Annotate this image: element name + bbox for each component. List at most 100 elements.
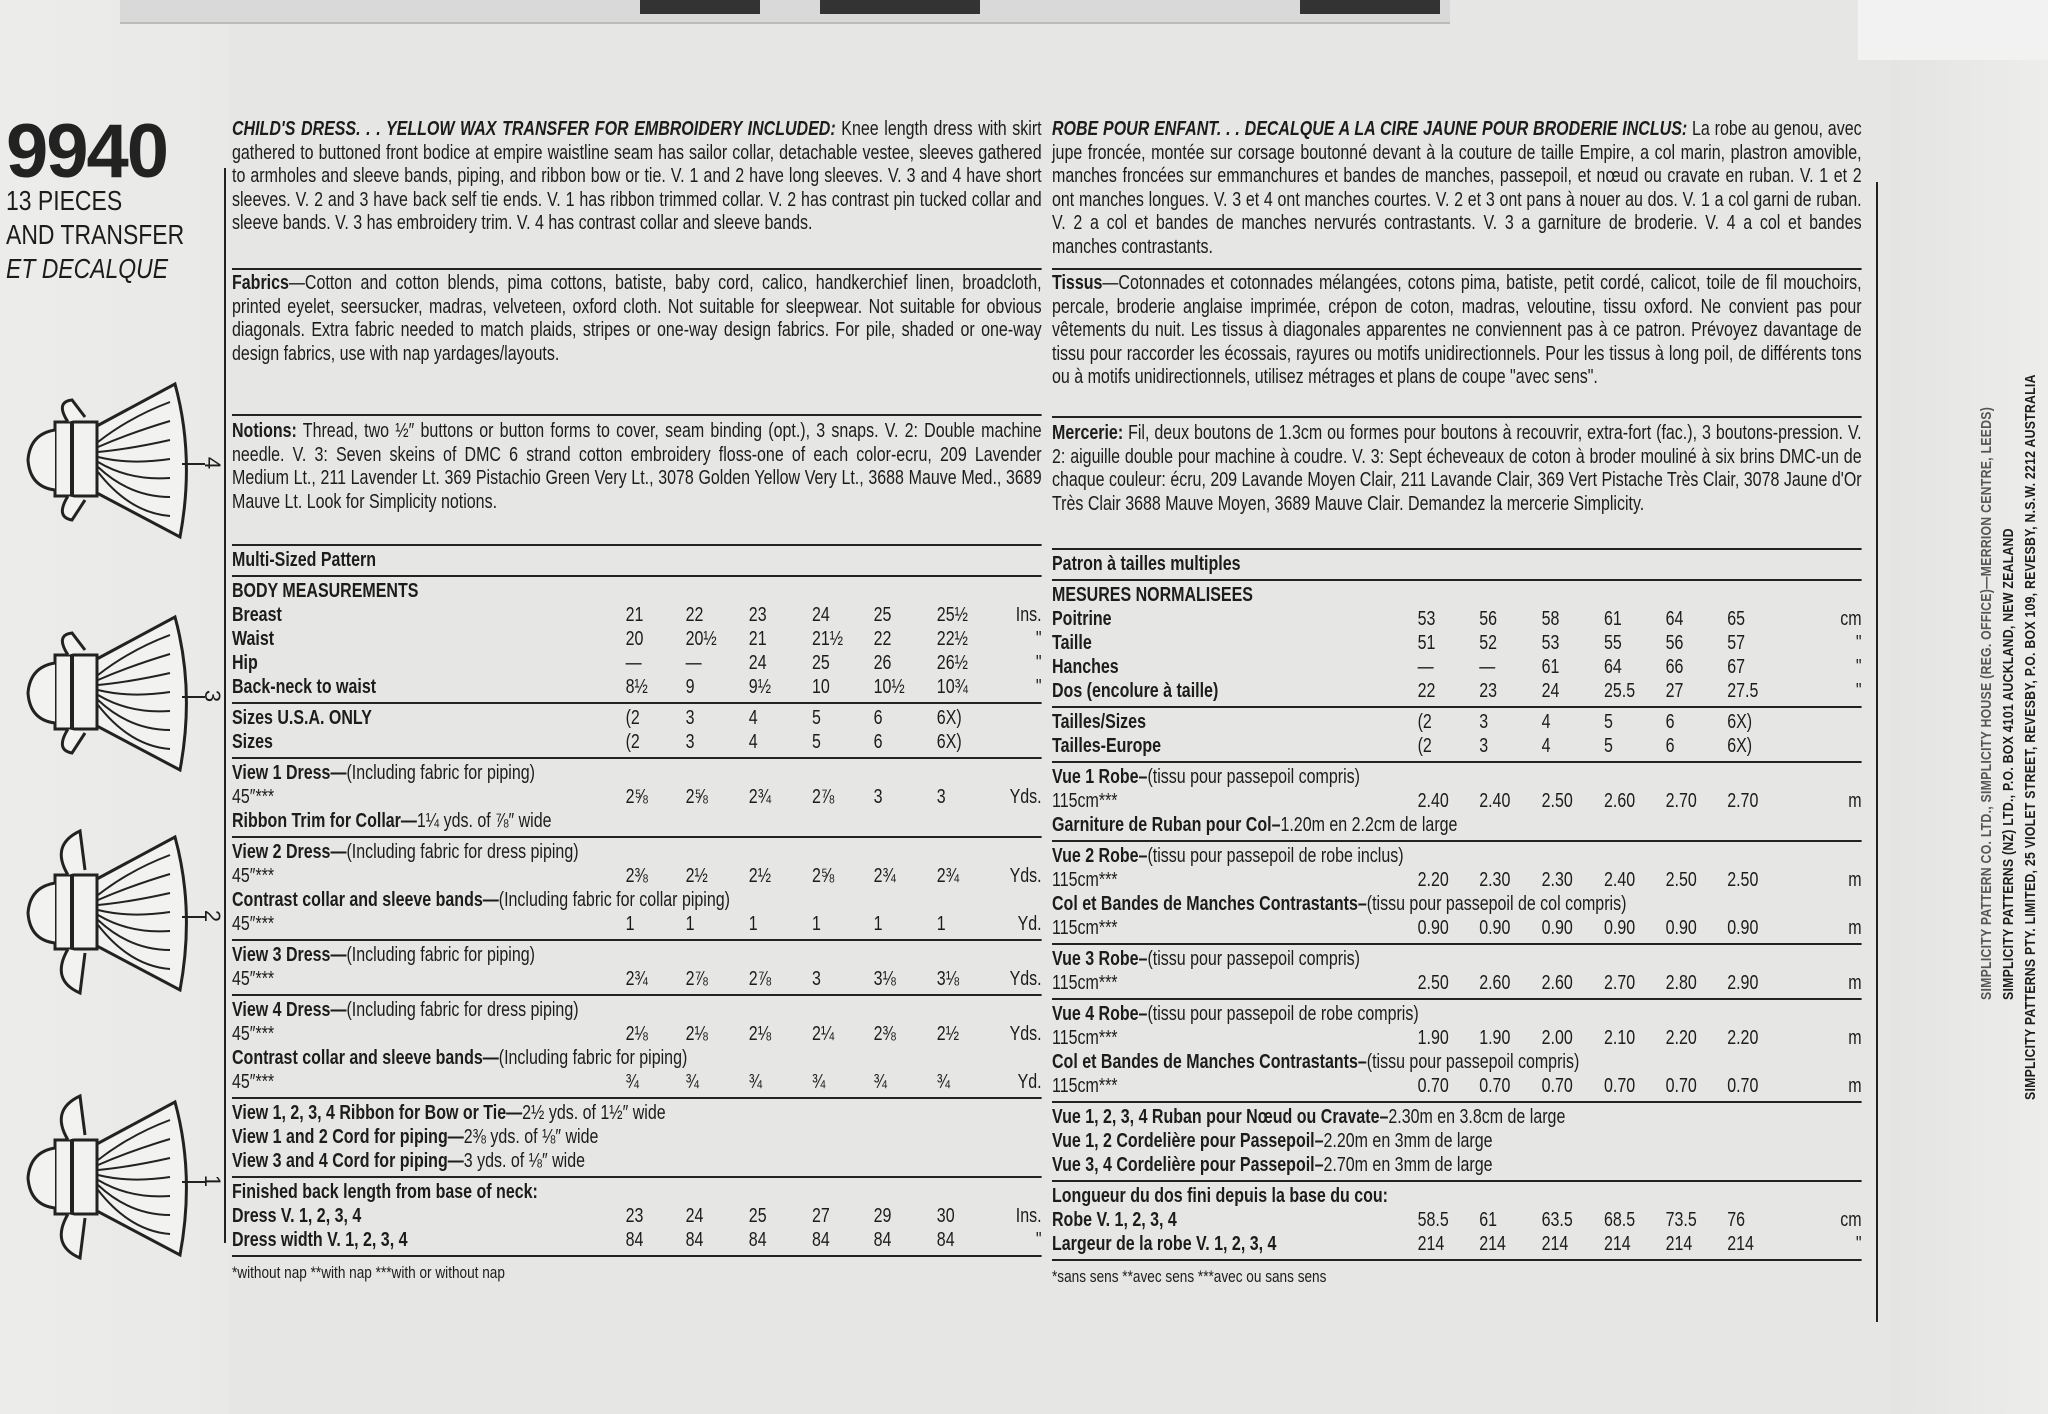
size-value: (2 — [1417, 735, 1432, 757]
size-value: 214 — [1727, 1233, 1754, 1255]
row-note: 115cm*** — [1052, 917, 1118, 939]
size-value: 23 — [748, 604, 767, 626]
table-section: Vue 4 Robe–(tissu pour passepoil de robe… — [1052, 998, 1862, 1101]
size-value: 0.70 — [1604, 1075, 1636, 1097]
table-section: Tailles/Sizes (2 3 4 5 6 6X) Tailles-Europe (2 3 4… — [1052, 706, 1862, 761]
size-value: 2.40 — [1479, 790, 1511, 812]
unit-label: Yd. — [1017, 1071, 1042, 1093]
size-value: 24 — [812, 604, 830, 626]
size-value: 84 — [748, 1229, 767, 1251]
row-label: Vue 1 Robe– — [1052, 766, 1148, 788]
table-row: Vue 4 Robe–(tissu pour passepoil de robe… — [1052, 1002, 1862, 1026]
row-note: 2⅜ yds. of ⅛″ wide — [463, 1126, 599, 1148]
table-row: BODY MEASUREMENTS — [232, 579, 1042, 603]
left-column-rule — [224, 168, 226, 1243]
size-value: 2.50 — [1541, 790, 1573, 812]
row-label: Waist — [232, 628, 275, 650]
row-label: Vue 4 Robe– — [1052, 1003, 1148, 1025]
size-value: 51 — [1417, 632, 1436, 654]
size-value: 2½ — [748, 865, 772, 887]
yardage-table: Multi-Sized Pattern BODY MEASUREMENTS Brea… — [232, 544, 1042, 1285]
view-number: 3 — [200, 689, 226, 703]
table-row: Breast 21 22 23 24 25 25½ Ins. — [232, 603, 1042, 627]
row-label: Vue 3, 4 Cordelière pour Passepoil– — [1052, 1154, 1324, 1176]
row-note: (Including fabric for collar piping) — [498, 889, 730, 911]
table-section: View 3 Dress—(Including fabric for pipin… — [232, 939, 1042, 994]
size-value: 84 — [685, 1229, 704, 1251]
size-value: 2.40 — [1417, 790, 1449, 812]
row-note: 2.70m en 3mm de large — [1323, 1154, 1493, 1176]
size-value: 1 — [625, 913, 635, 935]
size-value: 3 — [1479, 735, 1489, 757]
table-row: Col et Bandes de Manches Contrastants–(t… — [1052, 892, 1862, 916]
size-value: 3⅛ — [936, 968, 960, 990]
table-row: Ribbon Trim for Collar—1¼ yds. of ⅞″ wid… — [232, 809, 1042, 833]
row-label: Taille — [1052, 632, 1092, 654]
size-value: 20½ — [685, 628, 717, 650]
size-value: 2.80 — [1665, 972, 1697, 994]
row-label: View 3 Dress— — [232, 944, 347, 966]
unit-label: " — [1855, 680, 1862, 702]
size-value: 10 — [812, 676, 830, 698]
table-section: BODY MEASUREMENTS Breast 21 22 23 24 25 25½ Ins.… — [232, 575, 1042, 702]
size-value: 2.40 — [1604, 869, 1636, 891]
row-note: 115cm*** — [1052, 1027, 1118, 1049]
size-value: 3 — [812, 968, 821, 990]
size-value: 2⅝ — [625, 786, 648, 808]
size-value: ¾ — [748, 1071, 763, 1093]
row-label: MESURES NORMALISEES — [1052, 584, 1253, 606]
row-label: View 2 Dress— — [232, 841, 347, 863]
size-value: 3 — [685, 731, 695, 753]
table-row: Col et Bandes de Manches Contrastants–(t… — [1052, 1050, 1862, 1074]
size-value: ¾ — [936, 1071, 951, 1093]
size-value: 73.5 — [1665, 1209, 1697, 1231]
fabrics-label: Fabrics — [232, 272, 289, 294]
row-label: Sizes U.S.A. ONLY — [232, 707, 372, 729]
front-illustration-edge — [120, 0, 1450, 24]
size-value: 27.5 — [1727, 680, 1759, 702]
row-note: 45″*** — [232, 1023, 275, 1045]
size-value: 63.5 — [1541, 1209, 1573, 1231]
nap-footnote: *sans sens **avec sens ***avec ou sans s… — [1052, 1259, 1862, 1289]
row-label: BODY MEASUREMENTS — [232, 580, 419, 602]
unit-label: m — [1848, 1027, 1862, 1049]
size-value: 21½ — [812, 628, 844, 650]
table-row: Sizes U.S.A. ONLY (2 3 4 5 6 6X) — [232, 706, 1042, 730]
size-value: 2⅝ — [685, 786, 708, 808]
row-label: Tailles-Europe — [1052, 735, 1162, 757]
size-value: ¾ — [812, 1071, 826, 1093]
table-row: Vue 1 Robe–(tissu pour passepoil compris… — [1052, 765, 1862, 789]
row-label: Dress width V. 1, 2, 3, 4 — [232, 1229, 408, 1251]
size-value: ¾ — [685, 1071, 699, 1093]
distributor-line-1: SIMPLICITY PATTERN CO. LTD., SIMPLICITY … — [1978, 406, 1995, 1000]
decalque-label: ET DECALQUE — [6, 253, 169, 284]
table-row: Robe V. 1, 2, 3, 4 58.5 61 63.5 68.5 73.5 76 cm — [1052, 1208, 1862, 1232]
table-section: Patron à tailles multiples — [1052, 548, 1862, 579]
table-row: 45″*** ¾ ¾ ¾ ¾ ¾ ¾ Yd. — [232, 1070, 1042, 1094]
size-value: 6 — [873, 731, 883, 753]
distributor-line-2: SIMPLICITY PATTERNS (NZ) LTD., P.O. BOX … — [2000, 528, 2017, 1000]
row-label: View 1, 2, 3, 4 Ribbon for Bow or Tie— — [232, 1102, 523, 1124]
size-value: 84 — [625, 1229, 644, 1251]
size-value: 2⅛ — [625, 1023, 648, 1045]
size-value: 27 — [1665, 680, 1684, 702]
size-value: ¾ — [625, 1071, 639, 1093]
row-label: Finished back length from base of neck: — [232, 1181, 538, 1203]
unit-label: " — [1035, 1229, 1042, 1251]
intro-text: La robe au genou, avec jupe froncée, mon… — [1052, 118, 1862, 258]
size-value: 24 — [748, 652, 767, 674]
size-value: 21 — [748, 628, 767, 650]
table-row: Vue 1, 2, 3, 4 Ruban pour Nœud ou Cravat… — [1052, 1105, 1862, 1129]
row-label: Dos (encolure à taille) — [1052, 680, 1219, 702]
size-value: 2.30 — [1541, 869, 1573, 891]
table-row: Dos (encolure à taille) 22 23 24 25.5 27 27.5 " — [1052, 679, 1862, 703]
fabrics-label: Tissus — [1052, 272, 1103, 294]
table-row: View 1 Dress—(Including fabric for pipin… — [232, 761, 1042, 785]
size-value: 214 — [1541, 1233, 1569, 1255]
size-value: 57 — [1727, 632, 1745, 654]
row-label: Tailles/Sizes — [1052, 711, 1146, 733]
row-label: Poitrine — [1052, 608, 1112, 630]
table-section: Multi-Sized Pattern — [232, 544, 1042, 575]
size-value: 53 — [1541, 632, 1560, 654]
size-value: 1 — [873, 913, 883, 935]
